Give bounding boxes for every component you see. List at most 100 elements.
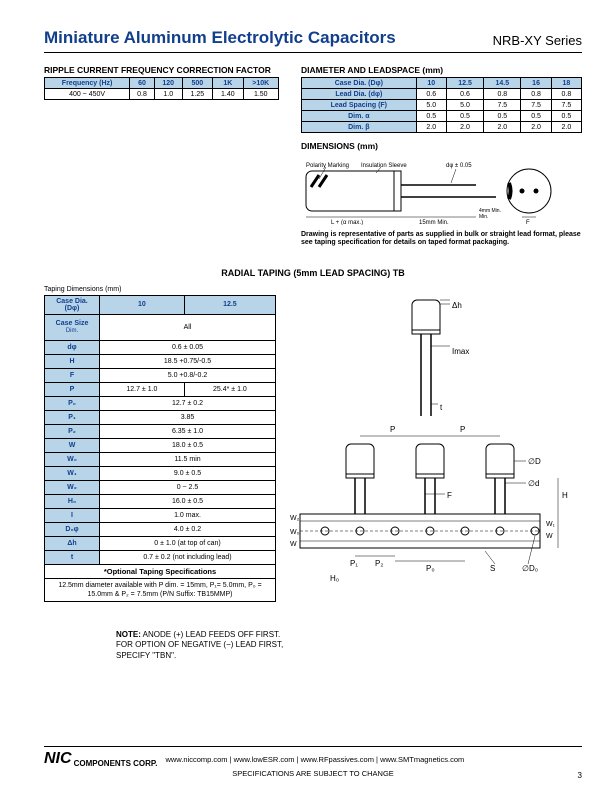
svg-text:F: F [447, 491, 452, 500]
cell: P₁ [45, 410, 100, 424]
svg-text:W: W [546, 533, 553, 540]
spec-change: SPECIFICATIONS ARE SUBJECT TO CHANGE [44, 769, 582, 778]
cell: P [45, 382, 100, 396]
cell: 0.8 [130, 89, 155, 100]
cell: 5.0 +0.8/-0.2 [100, 368, 276, 382]
cell: 16 [521, 78, 551, 89]
cell: 5.0 [416, 100, 446, 111]
page-title: Miniature Aluminum Electrolytic Capacito… [44, 28, 396, 48]
radial-title: RADIAL TAPING (5mm LEAD SPACING) TB [44, 268, 582, 278]
cell: 500 [182, 78, 213, 89]
cell: Case Dia. (Dφ) [302, 78, 417, 89]
cell: I [45, 508, 100, 522]
cell: H₀ [45, 494, 100, 508]
cell: 25.4* ± 1.0 [184, 382, 275, 396]
cell: 0.8 [484, 89, 521, 100]
cell: 5.0 [446, 100, 483, 111]
svg-text:P: P [460, 425, 465, 434]
svg-text:W₁: W₁ [546, 521, 556, 528]
cell: 10 [100, 295, 185, 314]
cell: 18.0 ± 0.5 [100, 438, 276, 452]
cell: 0.5 [484, 111, 521, 122]
cell: 120 [154, 78, 182, 89]
svg-text:Imax: Imax [452, 347, 469, 356]
cell: 1.40 [213, 89, 244, 100]
anode-note: NOTE: ANODE (+) LEAD FEEDS OFF FIRST. FO… [116, 630, 582, 661]
svg-text:P₁: P₁ [350, 559, 358, 568]
cell: >10K [243, 78, 278, 89]
taping-label: Taping Dimensions (mm) [44, 286, 276, 293]
cell: 18 [551, 78, 581, 89]
cell: 0.7 ± 0.2 (not including lead) [100, 550, 276, 564]
cell: 16.0 ± 0.5 [100, 494, 276, 508]
svg-text:15mm Min.: 15mm Min. [419, 220, 449, 225]
svg-text:F: F [526, 220, 530, 225]
cell: P₀ [45, 396, 100, 410]
cell: F [45, 368, 100, 382]
svg-text:W₀: W₀ [290, 529, 300, 536]
taping-diagram: Δh Imax t P P [290, 286, 580, 618]
dimensions-diagram: Polarity Marking Insulation Sleeve dφ ± … [301, 157, 582, 227]
dimensions-heading: DIMENSIONS (mm) [301, 141, 582, 151]
cell: 0.5 [521, 111, 551, 122]
cell: 12.5 [184, 295, 275, 314]
cell: 6.35 ± 1.0 [100, 424, 276, 438]
footer: NIC COMPONENTS CORP. www.niccomp.com | w… [0, 746, 612, 778]
cell: 11.5 min [100, 452, 276, 466]
svg-text:Insulation Sleeve: Insulation Sleeve [361, 163, 407, 169]
foot12: 12.5mm diameter available with P dim. = … [45, 578, 276, 601]
ripple-heading: RIPPLE CURRENT FREQUENCY CORRECTION FACT… [44, 65, 279, 75]
cell: 1.25 [182, 89, 213, 100]
cell: 0.5 [446, 111, 483, 122]
svg-text:Δh: Δh [452, 301, 462, 310]
ripple-table: Frequency (Hz) 60 120 500 1K >10K 400 ~ … [44, 77, 279, 100]
svg-text:Min.: Min. [479, 214, 488, 220]
cell: 2.0 [416, 122, 446, 133]
cell: Frequency (Hz) [45, 78, 130, 89]
cell: D₀φ [45, 522, 100, 536]
cell: 0.6 ± 0.05 [100, 340, 276, 354]
cell: Δh [45, 536, 100, 550]
cell: 7.5 [551, 100, 581, 111]
cell: 2.0 [446, 122, 483, 133]
cell: W₁ [45, 466, 100, 480]
svg-text:P₀: P₀ [426, 564, 435, 573]
cell: W [45, 438, 100, 452]
cell: 4.0 ± 0.2 [100, 522, 276, 536]
svg-text:t: t [440, 403, 443, 412]
svg-text:W: W [290, 541, 297, 548]
taping-table: Case Dia. (Dφ) 10 12.5 Case SizeDim.Alld… [44, 295, 276, 602]
cell: Case Dia. (Dφ) [45, 295, 100, 314]
dimensions-caption: Drawing is representative of parts as su… [301, 231, 582, 248]
cell: 18.5 +0.75/-0.5 [100, 354, 276, 368]
svg-text:∅d: ∅d [528, 479, 539, 488]
cell: 12.5 [446, 78, 483, 89]
footer-links: www.niccomp.com | www.lowESR.com | www.R… [165, 755, 582, 764]
svg-text:W₂: W₂ [290, 515, 300, 522]
header-row: Miniature Aluminum Electrolytic Capacito… [44, 28, 582, 53]
cell: 0.6 [446, 89, 483, 100]
cell: 3.85 [100, 410, 276, 424]
cell: 1.0 [154, 89, 182, 100]
cell: H [45, 354, 100, 368]
cell: Lead Spacing (F) [302, 100, 417, 111]
cell: 7.5 [484, 100, 521, 111]
cell: 0 ~ 2.5 [100, 480, 276, 494]
svg-text:H₀: H₀ [330, 574, 339, 583]
cell: 12.7 ± 0.2 [100, 396, 276, 410]
cell: 1.0 max. [100, 508, 276, 522]
svg-text:L + (α max.): L + (α max.) [331, 220, 363, 225]
cell: 10 [416, 78, 446, 89]
cell: 9.0 ± 0.5 [100, 466, 276, 480]
svg-text:S: S [490, 564, 495, 573]
cell: Dim. α [302, 111, 417, 122]
cell: Case SizeDim. [45, 314, 100, 340]
cell: W₂ [45, 480, 100, 494]
series-label: NRB-XY Series [493, 33, 582, 48]
cell: 12.7 ± 1.0 [100, 382, 185, 396]
cell: W₀ [45, 452, 100, 466]
page-number: 3 [578, 771, 582, 780]
cell: 2.0 [551, 122, 581, 133]
cell: Dim. β [302, 122, 417, 133]
cell: 7.5 [521, 100, 551, 111]
